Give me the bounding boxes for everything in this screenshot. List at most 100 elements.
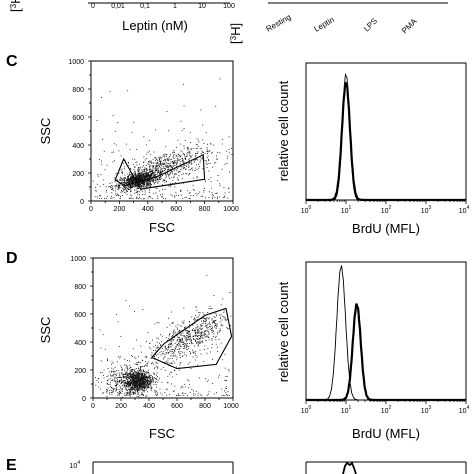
scatter-event <box>111 185 112 186</box>
scatter-event <box>146 177 148 179</box>
scatter-event <box>185 156 187 158</box>
scatter-event <box>136 387 137 389</box>
scatter-event <box>130 375 132 377</box>
scatter-event <box>145 382 147 383</box>
scatter-event <box>145 180 147 182</box>
scatter-event <box>156 337 158 339</box>
scatter-event <box>135 386 137 388</box>
scatter-event <box>179 348 180 350</box>
scatter-event <box>135 186 137 188</box>
scatter-event <box>121 190 122 192</box>
scatter-event <box>206 164 208 165</box>
scatter-event <box>164 164 166 165</box>
scatter-event <box>134 363 136 365</box>
scatter-event <box>142 185 144 187</box>
top-left-ylabel-tail: H] <box>8 0 23 4</box>
scatter-event <box>172 165 174 167</box>
scatter-event <box>155 347 157 349</box>
scatter-event <box>157 171 158 173</box>
scatter-event <box>212 322 214 324</box>
scatter-event <box>122 385 124 387</box>
scatter-event <box>133 174 134 176</box>
scatter-event <box>182 386 184 388</box>
scatter-event <box>144 181 146 183</box>
scatter-event <box>137 173 139 175</box>
scatter-event <box>137 371 139 373</box>
scatter-event <box>147 163 149 165</box>
scatter-event <box>181 338 183 339</box>
scatter-event <box>193 393 194 395</box>
scatter-event <box>134 368 136 370</box>
scatter-event <box>195 328 197 330</box>
scatter-event <box>205 320 207 322</box>
scatter-event <box>148 346 150 348</box>
scatter-event <box>184 326 185 328</box>
scatter-event <box>169 173 171 174</box>
scatter-event <box>155 180 157 182</box>
scatter-event <box>222 359 223 361</box>
scatter-event <box>134 382 136 384</box>
scatter-event <box>141 182 142 184</box>
scatter-event <box>189 152 191 154</box>
scatter-event <box>212 195 214 196</box>
scatter-event <box>177 324 179 326</box>
scatter-event <box>124 181 126 183</box>
scatter-event <box>140 173 142 175</box>
scatter-event <box>229 171 230 173</box>
scatter-event <box>170 344 172 346</box>
scatter-event <box>162 180 164 182</box>
scatter-event <box>125 183 127 185</box>
scatter-event <box>211 308 213 309</box>
scatter-event <box>136 373 138 375</box>
scatter-event <box>116 314 117 316</box>
scatter-event <box>139 196 140 198</box>
scatter-event <box>214 312 216 314</box>
scatter-event <box>169 165 171 167</box>
scatter-event <box>159 173 161 175</box>
scatter-event <box>160 179 161 181</box>
scatter-event <box>120 177 122 179</box>
scatter-event <box>149 161 151 163</box>
scatter-event <box>141 186 143 188</box>
scatter-event <box>201 335 203 337</box>
scatter-event <box>173 163 175 165</box>
scatter-event <box>142 381 144 383</box>
scatter-event <box>205 336 207 338</box>
scatter-event <box>208 179 210 180</box>
scatter-event <box>199 338 201 340</box>
scatter-event <box>147 184 149 185</box>
scatter-event <box>161 348 163 350</box>
scatter-event <box>139 387 141 389</box>
scatter-event <box>149 174 151 176</box>
scatter-event <box>217 351 219 352</box>
scatter-event <box>141 374 143 376</box>
scatter-event <box>140 366 141 368</box>
scatter-event <box>128 384 130 386</box>
scatter-event <box>119 391 121 393</box>
scatter-event <box>146 174 148 176</box>
scatter-event <box>211 325 213 327</box>
scatter-event <box>158 347 160 349</box>
scatter-event <box>187 332 189 334</box>
scatter-event <box>138 198 140 200</box>
scatter-event <box>189 336 191 337</box>
scatter-event <box>195 154 197 156</box>
scatter-event <box>127 176 128 178</box>
scatter-event <box>99 329 101 331</box>
scatter-event <box>201 323 203 325</box>
scatter-event <box>116 388 118 390</box>
scatter-event <box>223 187 225 189</box>
scatter-event <box>112 362 114 364</box>
scatter-event <box>211 329 212 331</box>
scatter-event <box>168 158 170 160</box>
scatter-event <box>157 169 159 171</box>
panel-label-d: D <box>6 250 18 267</box>
scatter-event <box>136 373 138 374</box>
scatter-event <box>144 373 146 375</box>
svg-text:[3H]: [3H] <box>228 23 243 44</box>
scatter-event <box>207 379 209 381</box>
scatter-event <box>157 367 158 369</box>
scatter-event <box>130 176 132 178</box>
scatter-event <box>147 363 148 365</box>
scatter-event <box>224 354 226 356</box>
